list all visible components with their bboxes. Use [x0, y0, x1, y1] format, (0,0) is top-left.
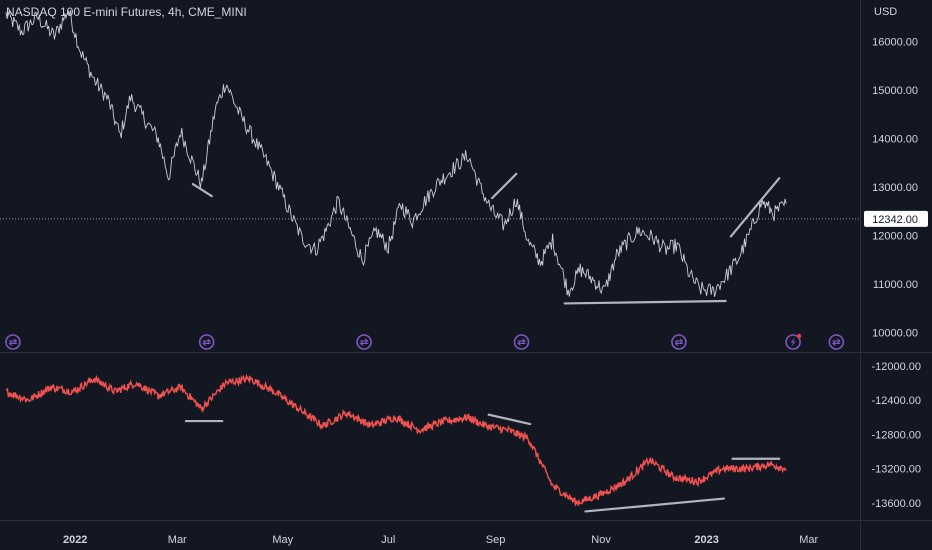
time-axis-label: 2023: [694, 534, 718, 546]
price-trend-line[interactable]: [191, 182, 213, 198]
new-event-dot-icon: [796, 333, 802, 339]
exchange-arrows-icon: [831, 338, 841, 346]
indicator-axis-tick-label: -13600.00: [871, 498, 921, 510]
exchange-arrows-icon: [359, 338, 369, 346]
dividend-event-icon[interactable]: [356, 334, 372, 350]
dividend-event-icon[interactable]: [5, 334, 21, 350]
time-axis-label: Sep: [486, 534, 506, 546]
exchange-arrows-icon: [202, 338, 212, 346]
time-axis-label: Mar: [799, 534, 818, 546]
price-trend-line[interactable]: [491, 172, 518, 200]
indicator-axis-tick-label: -12800.00: [871, 429, 921, 441]
time-axis-label: Mar: [168, 534, 187, 546]
price-trend-line[interactable]: [563, 299, 727, 305]
symbol-title[interactable]: NASDAQ 100 E-mini Futures, 4h, CME_MINI: [6, 5, 247, 19]
exchange-arrows-icon: [8, 338, 18, 346]
dividend-event-icon[interactable]: [828, 334, 845, 350]
indicator-trend-line[interactable]: [487, 413, 532, 426]
exchange-arrows-icon: [517, 338, 526, 346]
price-trend-line[interactable]: [729, 177, 781, 238]
dividend-event-icon[interactable]: [513, 334, 530, 350]
price-axis-tick-label: 12000.00: [872, 230, 918, 242]
price-axis-tick-label: 13000.00: [872, 182, 918, 194]
time-axis-label: May: [272, 534, 293, 546]
indicator-axis-tick-label: -12400.00: [871, 395, 921, 407]
dividend-event-icon[interactable]: [198, 334, 215, 350]
lightning-glyph-icon: [790, 337, 796, 347]
currency-label: USD: [874, 6, 897, 18]
price-axis-tick-label: 11000.00: [873, 279, 918, 291]
price-axis-tick-label: 15000.00: [872, 85, 918, 97]
time-axis-label: 2022: [63, 534, 87, 546]
indicator-axis-tick-label: -12000.00: [871, 361, 921, 373]
price-axis-tick-label: 14000.00: [872, 133, 918, 145]
current-price-tag-label: 12342.00: [872, 214, 918, 226]
time-axis-label: Nov: [591, 534, 611, 546]
indicator-trend-line[interactable]: [584, 497, 726, 513]
time-axis-label: Jul: [381, 534, 395, 546]
current-price-tag[interactable]: [864, 210, 928, 227]
dividend-event-icon[interactable]: [671, 334, 687, 350]
price-axis-tick-label: 10000.00: [872, 328, 918, 340]
exchange-arrows-icon: [674, 338, 684, 346]
indicator-axis-tick-label: -13200.00: [871, 464, 921, 476]
price-series-line[interactable]: [5, 10, 787, 297]
price-axis-tick-label: 16000.00: [872, 36, 918, 48]
indicator-series-line[interactable]: [5, 373, 787, 506]
